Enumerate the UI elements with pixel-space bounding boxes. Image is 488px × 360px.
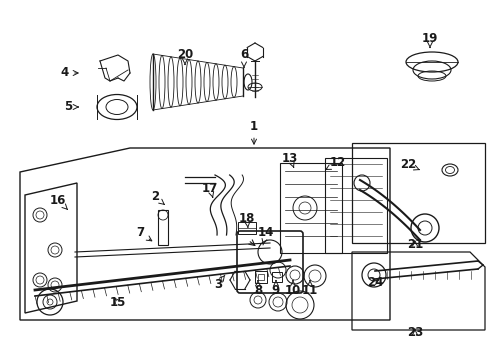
- Text: 24: 24: [366, 275, 383, 288]
- Text: 8: 8: [253, 280, 262, 297]
- Bar: [254, 271, 266, 283]
- Bar: [271, 272, 282, 282]
- Text: 22: 22: [399, 158, 418, 171]
- Text: 14: 14: [257, 226, 274, 245]
- Text: 3: 3: [214, 275, 224, 291]
- Text: 10: 10: [285, 280, 301, 297]
- Text: 15: 15: [110, 297, 126, 310]
- Text: 1: 1: [249, 120, 258, 144]
- Text: 21: 21: [406, 238, 422, 252]
- Text: 4: 4: [61, 67, 78, 80]
- Text: 7: 7: [136, 226, 151, 241]
- Text: 23: 23: [406, 325, 422, 338]
- Text: 17: 17: [202, 181, 218, 197]
- Text: 20: 20: [177, 49, 193, 64]
- Text: 11: 11: [301, 280, 318, 297]
- Bar: [258, 274, 264, 280]
- Text: 12: 12: [325, 157, 346, 170]
- Text: 2: 2: [151, 190, 164, 204]
- Bar: [280, 163, 341, 253]
- Bar: [351, 143, 484, 243]
- Text: 9: 9: [271, 280, 280, 297]
- Bar: [325, 158, 386, 253]
- Bar: [238, 222, 256, 234]
- Bar: [158, 210, 168, 245]
- Text: 18: 18: [238, 211, 255, 228]
- Text: 6: 6: [240, 49, 247, 67]
- Text: 13: 13: [281, 152, 298, 167]
- Text: 5: 5: [64, 100, 78, 113]
- Text: 19: 19: [421, 31, 437, 48]
- Text: 16: 16: [50, 194, 67, 210]
